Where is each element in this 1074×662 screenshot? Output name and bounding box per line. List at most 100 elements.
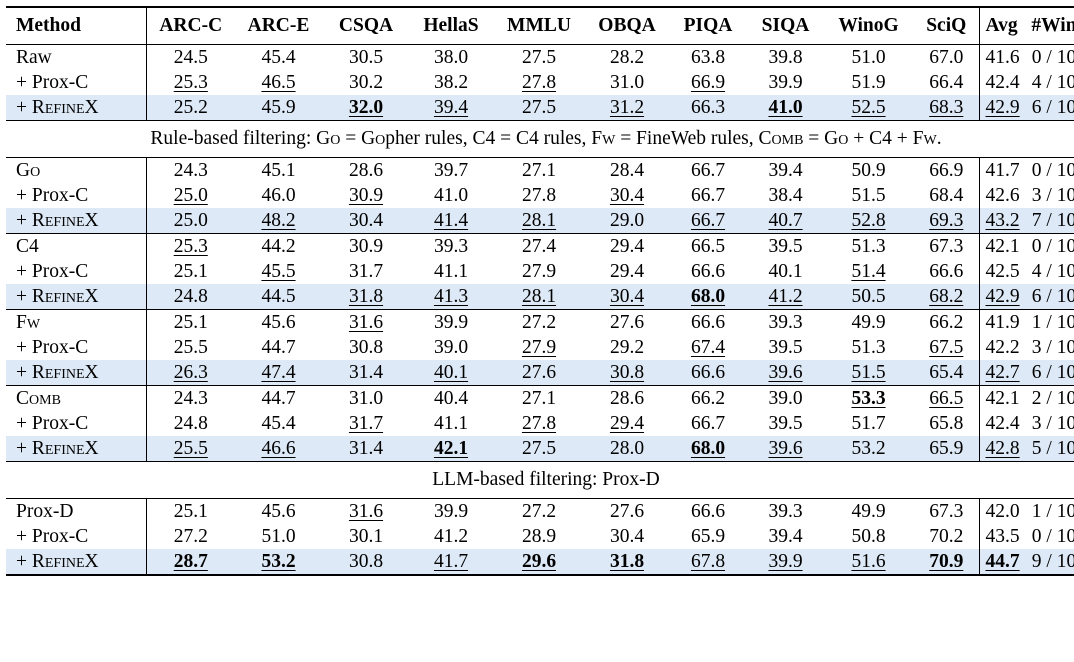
table-row: + Prox-C 25.5 44.7 30.8 39.0 27.9 29.2 67.4 39.5…: [6, 335, 1074, 360]
score-cell: 27.6: [586, 309, 668, 335]
score-cell: 66.6: [690, 261, 726, 282]
score-cell: 68.0: [668, 436, 748, 462]
score-cell: 41.1: [433, 413, 469, 434]
score-cell: 31.8: [322, 284, 410, 310]
score-cell: 24.3: [145, 385, 235, 411]
table-row-refinex: + RefineX 28.7 53.2 30.8 41.7 29.6 31.8 67.8 39.…: [6, 549, 1074, 575]
score-cell: 50.8: [851, 526, 886, 547]
method-name: + Prox-C: [16, 261, 89, 282]
table-row: + Prox-C 25.1 45.5 31.7 41.1 27.9 29.4 66.6 40.1…: [6, 259, 1074, 284]
score-cell: 66.7: [690, 413, 726, 434]
score-cell: 45.6: [235, 309, 322, 335]
column-header: WinoG: [823, 7, 914, 45]
score-cell: 27.4: [492, 233, 586, 259]
score-cell: 67.5: [929, 337, 964, 358]
win-count-cell: 9 / 10: [1022, 549, 1074, 575]
score-cell: 25.5: [145, 436, 235, 462]
score-cell: 66.4: [929, 72, 964, 93]
win-count-cell: 6 / 10: [1022, 95, 1074, 121]
section-note-row: Rule-based filtering: Go = Gopher rules,…: [6, 120, 1074, 158]
avg-cell: 42.4: [978, 70, 1022, 95]
score-cell: 27.8: [521, 72, 557, 93]
score-cell: 51.0: [851, 47, 886, 68]
score-cell: 31.7: [348, 261, 384, 282]
score-cell: 68.2: [914, 284, 979, 310]
score-cell: 41.0: [748, 95, 823, 121]
score-cell: 51.0: [261, 526, 296, 547]
method-name: + Prox-C: [16, 185, 89, 206]
score-cell: 30.4: [322, 208, 410, 234]
method-name: + Prox-C: [16, 337, 89, 358]
score-cell: 46.0: [261, 185, 296, 206]
score-cell: 50.5: [823, 284, 914, 310]
avg-cell: 42.6: [978, 183, 1022, 208]
score-cell: 27.6: [586, 498, 668, 524]
score-cell: 25.3: [145, 233, 235, 259]
score-cell: 25.1: [145, 259, 235, 284]
score-cell: 25.0: [145, 208, 235, 234]
score-cell: 51.7: [851, 413, 886, 434]
score-cell: 31.8: [586, 549, 668, 575]
score-cell: 28.2: [609, 47, 645, 68]
score-cell: 51.5: [851, 185, 886, 206]
column-header: SciQ: [914, 7, 979, 45]
table-row-refinex: + RefineX 25.5 46.6 31.4 42.1 27.5 28.0 68.0 39.…: [6, 436, 1074, 462]
method-name: + RefineX: [6, 95, 146, 121]
score-cell: 41.2: [748, 284, 823, 310]
score-cell: 30.8: [348, 337, 384, 358]
score-cell: 39.3: [748, 498, 823, 524]
score-cell: 45.1: [235, 157, 322, 183]
score-cell: 27.1: [492, 157, 586, 183]
column-header: SIQA: [748, 7, 823, 45]
score-cell: 27.2: [145, 524, 235, 549]
column-header: MMLU: [492, 7, 586, 45]
score-cell: 30.2: [348, 72, 384, 93]
win-count-cell: 3 / 10: [1031, 337, 1074, 358]
method-name: C4: [6, 233, 146, 259]
score-cell: 51.3: [823, 233, 914, 259]
score-cell: 41.2: [433, 526, 469, 547]
score-cell: 41.4: [410, 208, 492, 234]
score-cell: 29.0: [586, 208, 668, 234]
score-cell: 25.0: [145, 183, 235, 208]
score-cell: 25.1: [145, 498, 235, 524]
avg-cell: 43.2: [978, 208, 1022, 234]
table-row: Prox-D 25.1 45.6 31.6 39.9 27.2 27.6 66.6 39.3 49…: [6, 498, 1074, 524]
score-cell: 66.6: [929, 261, 964, 282]
table-row-refinex: + RefineX 25.0 48.2 30.4 41.4 28.1 29.0 66.7 40.…: [6, 208, 1074, 234]
column-header: Avg: [978, 7, 1022, 45]
score-cell: 45.6: [235, 498, 322, 524]
score-cell: 65.9: [690, 526, 726, 547]
score-cell: 67.3: [914, 233, 979, 259]
score-cell: 38.0: [433, 47, 469, 68]
results-table: Method ARC-C ARC-E CSQA HellaS MMLU OBQA PIQA SI…: [6, 6, 1074, 576]
win-count-cell: 0 / 10: [1031, 47, 1074, 68]
method-name: Raw: [16, 47, 52, 68]
score-cell: 48.2: [235, 208, 322, 234]
score-cell: 66.3: [668, 95, 748, 121]
score-cell: 27.2: [492, 309, 586, 335]
column-header: OBQA: [586, 7, 668, 45]
score-cell: 28.1: [492, 208, 586, 234]
table-row-refinex: + RefineX 26.3 47.4 31.4 40.1 27.6 30.8 66.6 39.…: [6, 360, 1074, 386]
score-cell: 39.9: [410, 309, 492, 335]
table-row: + Prox-C 25.3 46.5 30.2 38.2 27.8 31.0 66.9 39.9…: [6, 70, 1074, 95]
win-count-cell: 0 / 10: [1022, 233, 1074, 259]
section-note: LLM-based filtering: Prox-D: [6, 461, 1074, 499]
score-cell: 67.3: [914, 498, 979, 524]
avg-cell: 42.9: [978, 95, 1022, 121]
section-note-row: LLM-based filtering: Prox-D: [6, 461, 1074, 499]
score-cell: 39.5: [768, 337, 803, 358]
score-cell: 25.1: [145, 309, 235, 335]
score-cell: 45.9: [235, 95, 322, 121]
score-cell: 31.2: [586, 95, 668, 121]
column-header: HellaS: [410, 7, 492, 45]
method-name: + Prox-C: [16, 72, 89, 93]
score-cell: 30.4: [586, 284, 668, 310]
score-cell: 40.7: [748, 208, 823, 234]
score-cell: 40.1: [768, 261, 803, 282]
score-cell: 68.3: [914, 95, 979, 121]
score-cell: 24.5: [145, 44, 235, 70]
method-name: Go: [6, 157, 146, 183]
score-cell: 39.5: [748, 233, 823, 259]
